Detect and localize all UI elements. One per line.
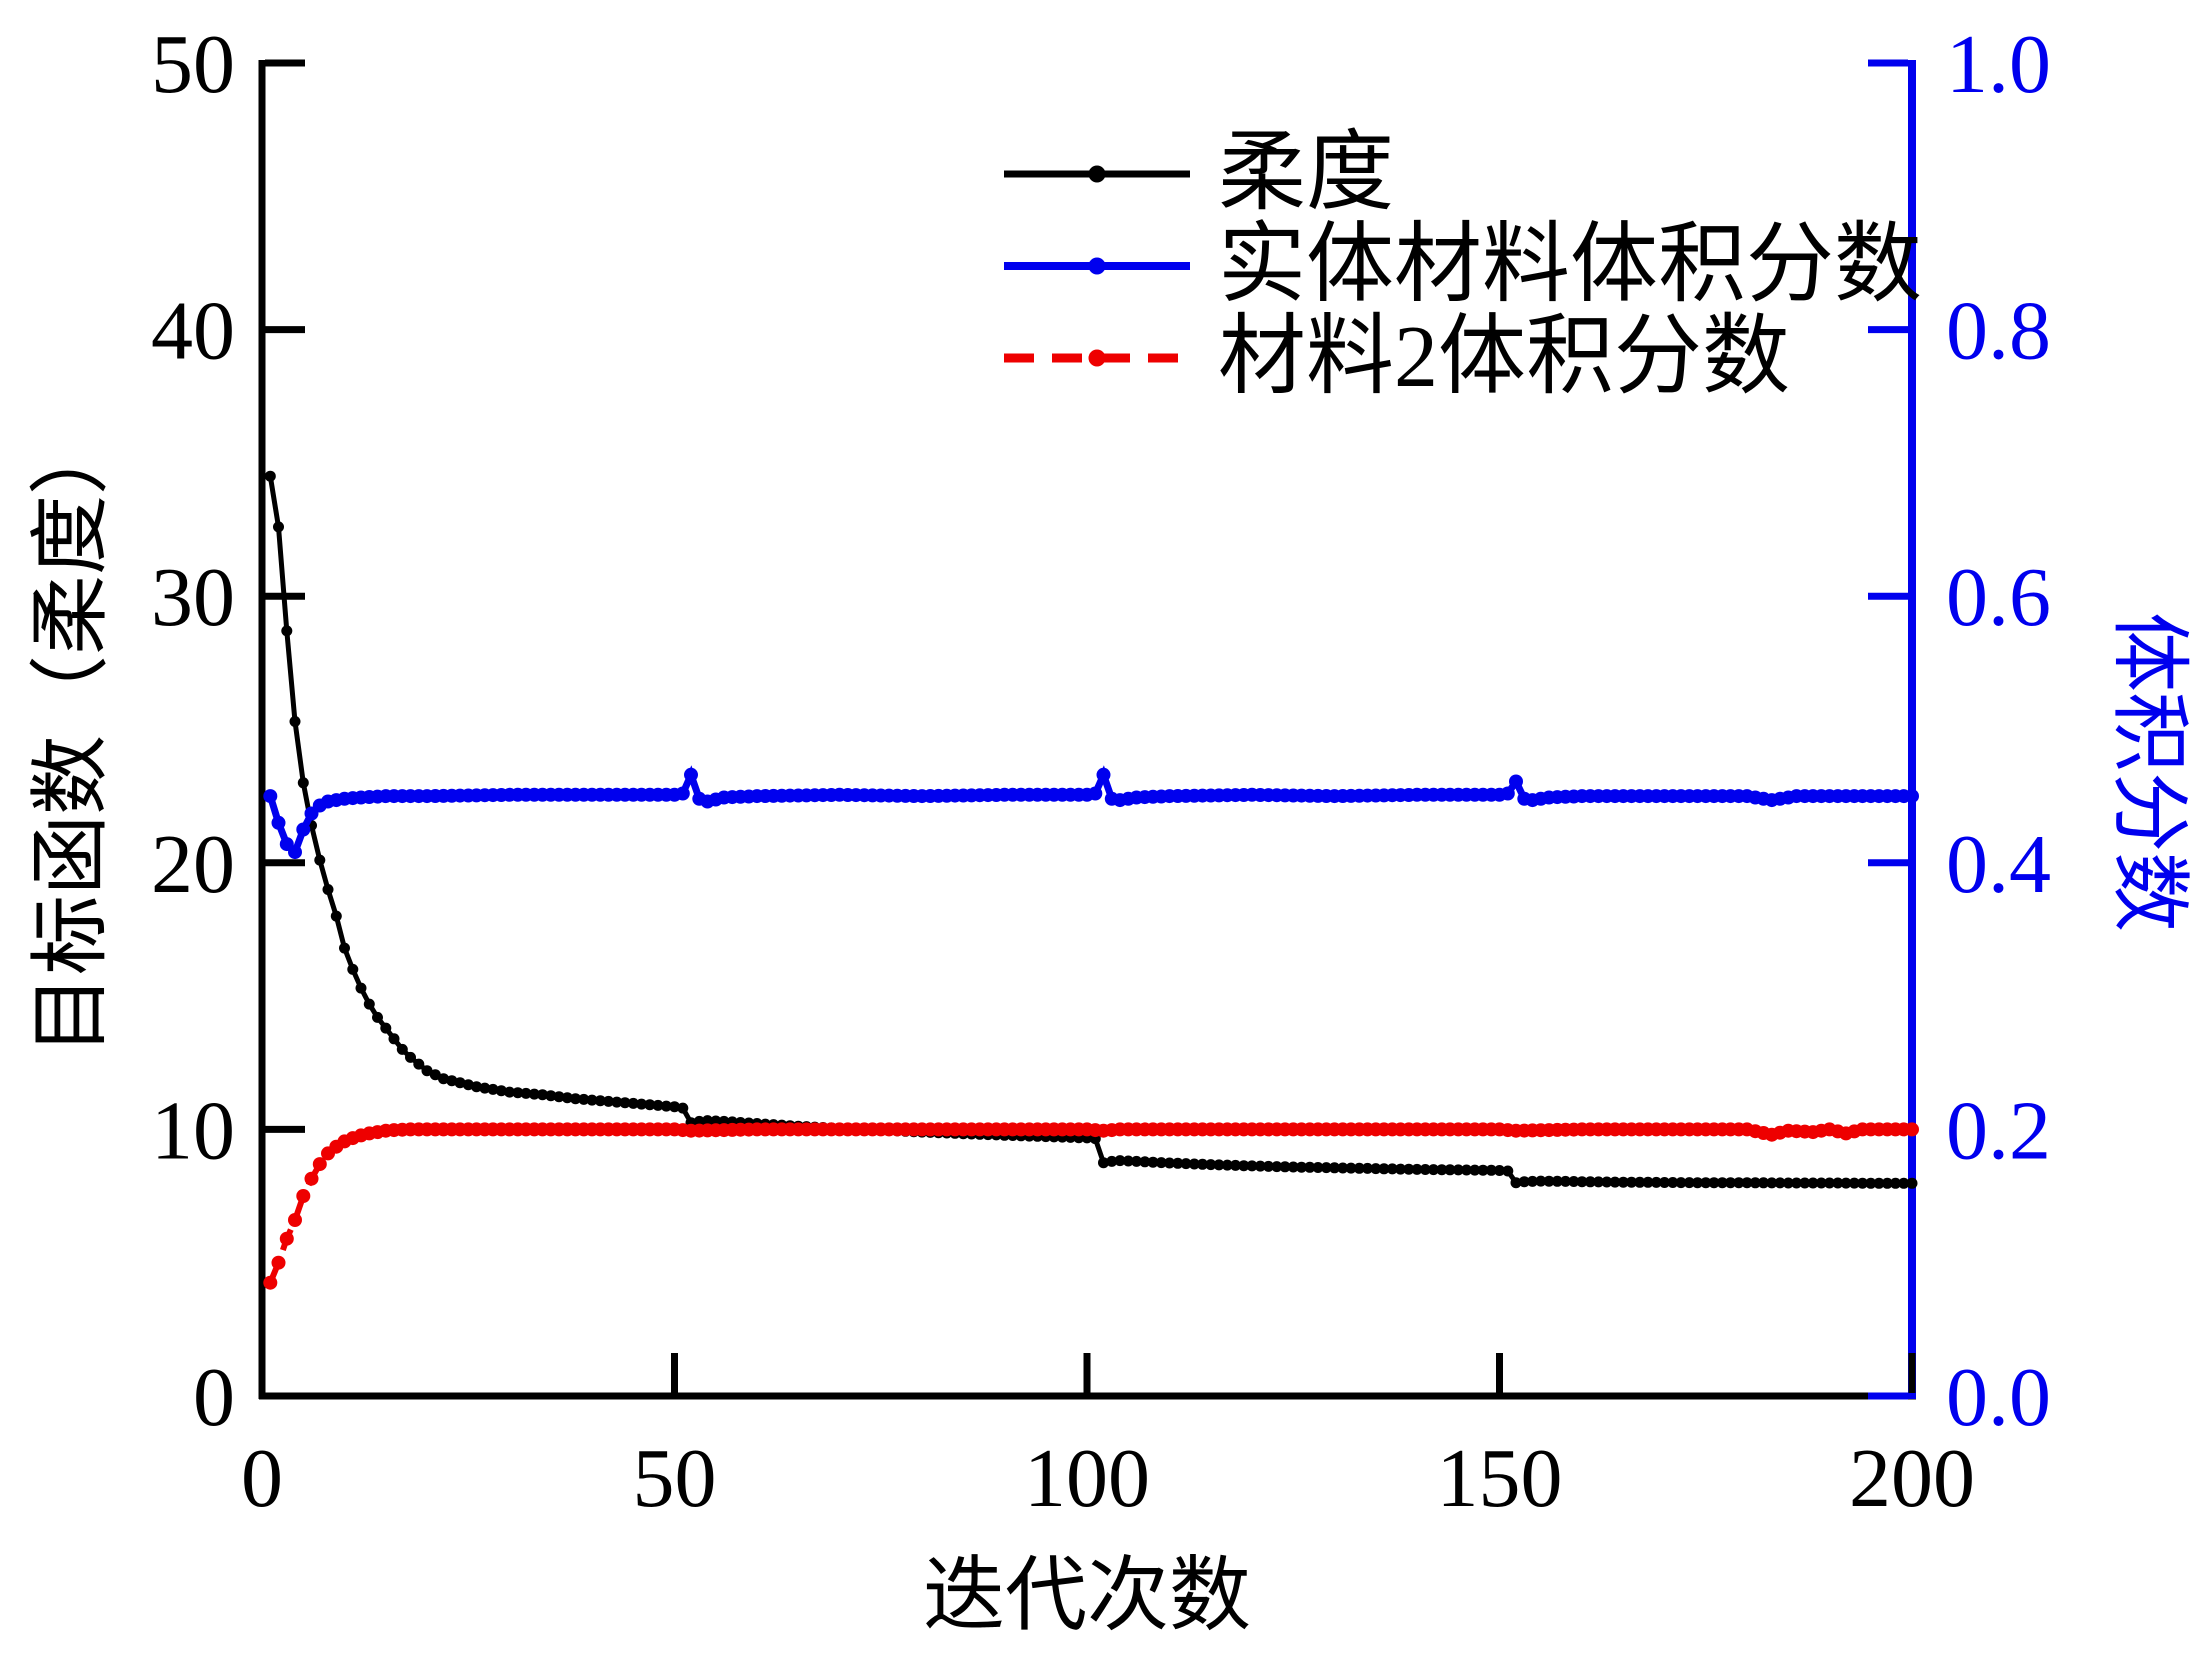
right-axis-tick-label: 0.6: [1946, 551, 2051, 644]
x-axis-title: 迭代次数: [922, 1550, 1252, 1641]
bottom-axis-tick-label: 50: [633, 1432, 717, 1525]
left-axis-tick-label: 0: [193, 1351, 235, 1444]
left-axis-title: 目标函数（柔度）: [28, 415, 116, 1055]
series-line-solid-volume-fraction: [266, 765, 1912, 859]
solid-volume-line-sample-icon: [1004, 257, 1190, 275]
left-axis-tick-label: 50: [151, 18, 235, 111]
legend-label-solid-volume-fraction: 实体材料体积分数: [1218, 217, 1923, 314]
material2-line-sample-icon: [1004, 349, 1190, 367]
legend-item-material2-volume-fraction: 材料2体积分数: [1002, 312, 1922, 404]
series-markers-compliance: [264, 470, 1918, 1189]
right-axis-tick-label: 0.4: [1946, 818, 2051, 911]
right-axis-tick-label: 0.0: [1946, 1351, 2051, 1444]
left-axis-tick-label: 20: [151, 818, 235, 911]
bottom-axis-tick-label: 0: [241, 1432, 283, 1525]
bottom-axis-tick-label: 150: [1437, 1432, 1563, 1525]
series-markers-solid-volume-fraction: [263, 767, 1919, 860]
bottom-axis-tick-label: 100: [1024, 1432, 1150, 1525]
legend-label-compliance: 柔度: [1218, 125, 1395, 222]
legend-label-material2-volume-fraction: 材料2体积分数: [1218, 309, 1791, 406]
right-axis-tick-label: 1.0: [1946, 18, 2051, 111]
series-markers-material2-volume-fraction: [263, 1122, 1919, 1290]
left-axis-tick-label: 40: [151, 285, 235, 378]
series-line-material2-volume-fraction: [267, 1126, 1912, 1284]
left-axis-tick-label: 30: [151, 551, 235, 644]
legend-item-solid-volume-fraction: 实体材料体积分数: [1002, 220, 1922, 312]
right-axis-tick-label: 0.8: [1946, 285, 2051, 378]
right-axis-tick-label: 0.2: [1946, 1084, 2051, 1177]
left-axis-tick-label: 10: [151, 1084, 235, 1177]
series-line-compliance: [267, 475, 1912, 1186]
legend: 柔度 实体材料体积分数 材料2体积分数: [1002, 128, 1922, 404]
compliance-line-sample-icon: [1004, 165, 1190, 183]
legend-item-compliance: 柔度: [1002, 128, 1922, 220]
right-axis-title: 体积分数: [2104, 612, 2192, 932]
bottom-axis-tick-label: 200: [1849, 1432, 1975, 1525]
